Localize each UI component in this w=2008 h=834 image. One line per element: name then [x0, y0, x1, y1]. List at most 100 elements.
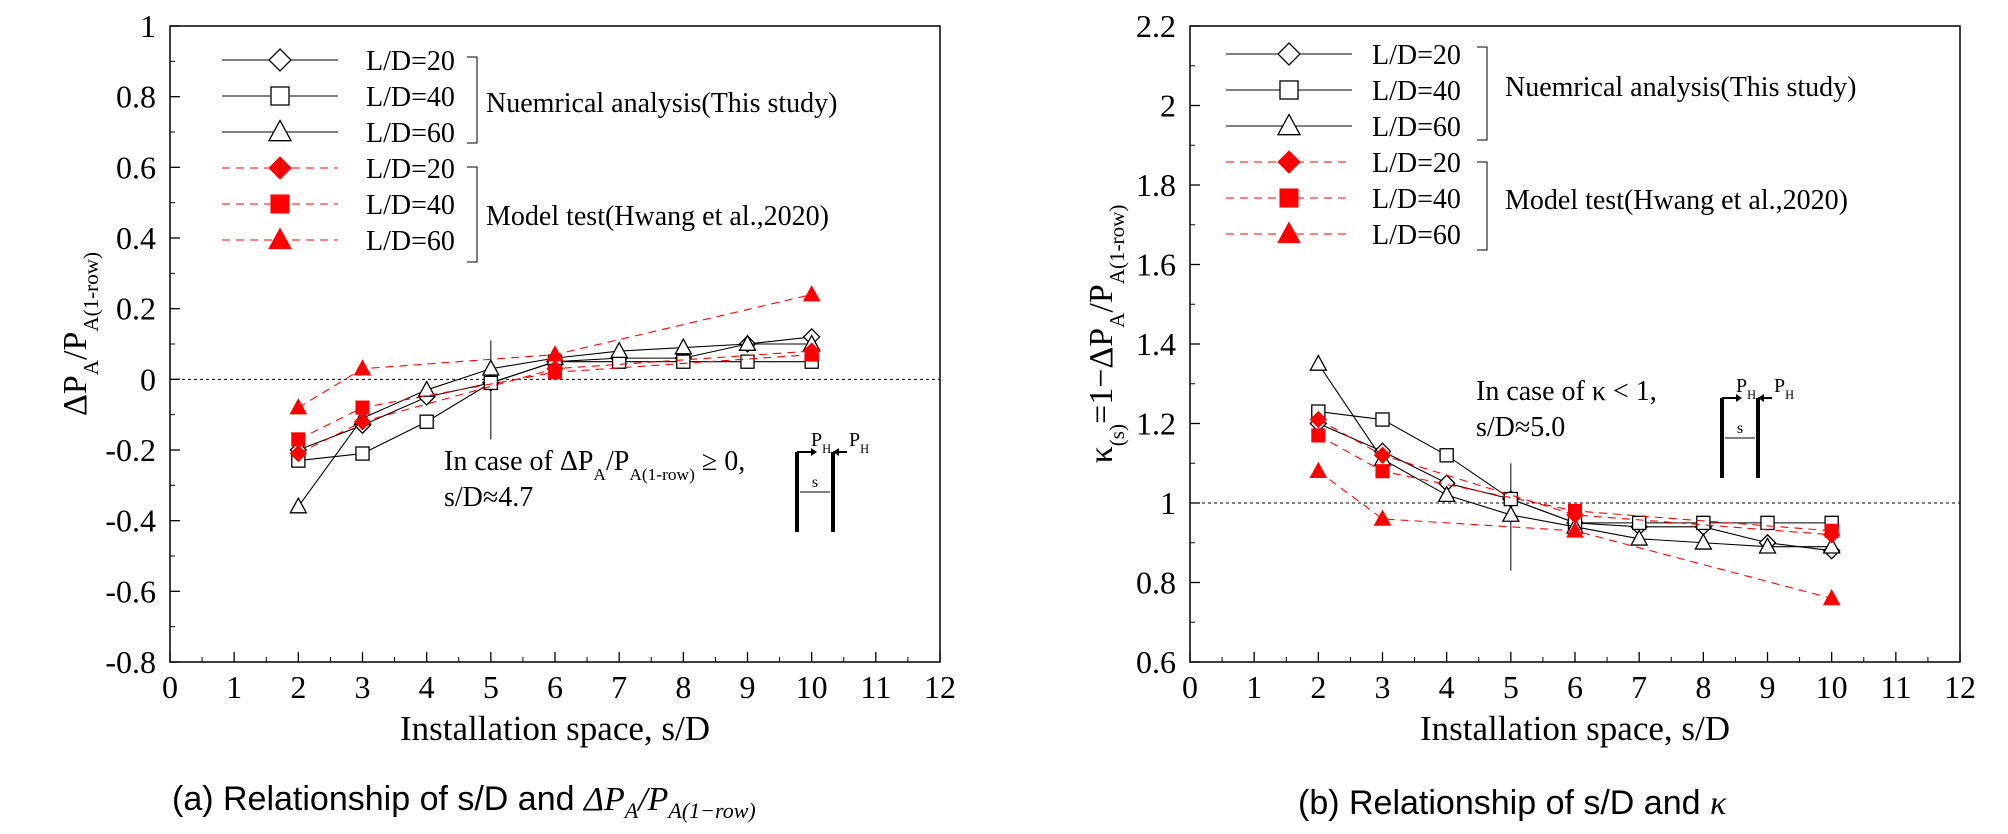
legend-marker-a-4 — [270, 194, 290, 214]
x-tick-label-b: 2 — [1310, 669, 1326, 705]
legend-marker-b-4 — [1279, 188, 1299, 208]
legend-marker-a-0 — [268, 48, 292, 72]
legend-group-label-b-1: Model test(Hwang et al.,2020) — [1505, 185, 1848, 216]
chart-a: 0 1 2 3 4 5 6 7 8 9 10 11 12-0.8-0.6-0.4-0.200.20.40… — [57, 8, 956, 748]
x-tick-label-b: 8 — [1695, 669, 1711, 705]
data-point-b-1 — [1631, 515, 1647, 531]
y-tick-label-b: 1.2 — [1136, 406, 1176, 442]
data-point-b-1 — [1439, 448, 1454, 463]
x-tick-label-a: 9 — [740, 669, 756, 705]
x-tick-label-a: 12 — [924, 669, 956, 705]
spacing-label-a: s — [812, 474, 818, 491]
y-tick-label-b: 1.4 — [1136, 326, 1176, 362]
x-tick-label-b: 5 — [1503, 669, 1519, 705]
legend-marker-a-1 — [270, 86, 290, 106]
spacing-label-b: s — [1737, 420, 1743, 437]
force-arrowhead-right-a — [833, 448, 839, 456]
data-point-a-1 — [676, 354, 691, 369]
legend-bracket-b-1 — [1477, 161, 1488, 251]
legend-label-a-1: L/D=40 — [366, 82, 455, 113]
data-point-b-5 — [1566, 521, 1584, 538]
y-tick-label-b: 0.8 — [1136, 565, 1176, 601]
annotation-line2-a: s/D≈4.7 — [444, 482, 533, 513]
data-point-a-4 — [804, 347, 819, 362]
data-point-a-4 — [355, 400, 370, 415]
data-point-b-2 — [1758, 536, 1777, 554]
annotation-line1-b: In case of κ < 1, — [1476, 376, 1657, 407]
legend-label-a-3: L/D=20 — [366, 154, 455, 185]
caption-b-prefix: (b) Relationship of s/D and — [1298, 784, 1701, 822]
data-point-b-2 — [1501, 505, 1520, 522]
data-point-a-5 — [802, 285, 821, 302]
legend-marker-a-3 — [268, 156, 292, 180]
data-point-b-3 — [1373, 446, 1392, 465]
data-point-b-1 — [1696, 515, 1711, 531]
x-tick-label-b: 7 — [1631, 669, 1647, 705]
legend-label-a-5: L/D=60 — [366, 226, 455, 257]
caption-a: (a) Relationship of s/D and ΔPA/PA(1−row… — [172, 780, 756, 824]
data-point-b-1 — [1375, 412, 1390, 427]
plot-frame-b — [1189, 25, 1961, 663]
series-line-b-4 — [1318, 434, 1832, 532]
x-tick-label-a: 2 — [290, 669, 306, 705]
y-tick-label-a: -0.2 — [105, 432, 156, 468]
x-tick-label-b: 12 — [1944, 669, 1976, 705]
force-label-right-b: PH — [1774, 375, 1794, 402]
data-point-a-3 — [289, 444, 308, 463]
series-line-a-5 — [298, 293, 812, 409]
x-tick-label-a: 8 — [675, 669, 691, 705]
data-point-a-2 — [481, 358, 500, 376]
x-tick-label-b: 6 — [1567, 669, 1583, 705]
x-tick-label-b: 0 — [1182, 669, 1198, 705]
legend-label-a-0: L/D=20 — [366, 46, 455, 77]
data-point-b-2 — [1630, 529, 1649, 546]
y-tick-label-a: 0.6 — [116, 149, 156, 185]
force-label-left-a: PH — [811, 429, 831, 456]
data-point-b-5 — [1373, 509, 1392, 526]
legend-group-label-b-0: Nuemrical analysis(This study) — [1505, 72, 1856, 103]
y-tick-label-b: 2 — [1160, 88, 1176, 124]
y-tick-label-b: 1 — [1160, 485, 1176, 521]
force-label-left-b: PH — [1736, 375, 1756, 402]
x-tick-label-a: 4 — [419, 669, 435, 705]
x-tick-label-a: 1 — [226, 669, 242, 705]
data-point-b-4 — [1375, 464, 1390, 479]
caption-a-math-sub2: A(1−row) — [668, 797, 756, 823]
y-tick-label-a: 0.4 — [116, 220, 156, 256]
caption-a-math-sub1: A — [624, 797, 639, 823]
data-point-b-5 — [1822, 588, 1841, 606]
data-point-a-2 — [417, 380, 436, 397]
y-tick-label-b: 2.2 — [1136, 8, 1176, 44]
data-point-a-2 — [738, 334, 757, 351]
x-tick-label-b: 9 — [1760, 669, 1776, 705]
series-line-a-4 — [298, 354, 812, 440]
y-tick-label-b: 0.6 — [1136, 644, 1176, 680]
x-tick-label-b: 1 — [1246, 669, 1262, 705]
legend-group-label-a-1: Model test(Hwang et al.,2020) — [486, 201, 829, 232]
y-tick-label-a: -0.6 — [105, 573, 156, 609]
data-point-a-1 — [419, 414, 434, 429]
legend-bracket-b-0 — [1477, 46, 1488, 141]
x-tick-label-a: 11 — [860, 669, 891, 705]
caption-b-math: κ — [1710, 785, 1727, 822]
legend-label-b-3: L/D=20 — [1372, 148, 1461, 179]
y-tick-label-b: 1.8 — [1136, 167, 1176, 203]
data-point-b-2 — [1309, 354, 1328, 371]
data-point-b-1 — [1503, 491, 1519, 507]
legend-label-b-1: L/D=40 — [1372, 76, 1461, 107]
legend-marker-a-2 — [267, 119, 293, 142]
x-tick-label-b: 3 — [1375, 669, 1391, 705]
data-point-b-4 — [1311, 428, 1326, 443]
x-tick-label-a: 10 — [796, 669, 828, 705]
data-point-b-2 — [1694, 532, 1713, 550]
legend-label-a-2: L/D=60 — [366, 118, 455, 149]
plot-frame-a — [169, 25, 941, 663]
data-point-a-2 — [610, 341, 629, 359]
series-line-b-3 — [1318, 419, 1832, 536]
data-point-b-2 — [1437, 485, 1456, 503]
data-point-a-3 — [353, 413, 372, 431]
data-point-a-4 — [547, 365, 563, 380]
y-tick-label-a: 0.8 — [116, 79, 156, 115]
data-point-b-4 — [1824, 523, 1839, 538]
legend-marker-b-3 — [1277, 150, 1301, 174]
